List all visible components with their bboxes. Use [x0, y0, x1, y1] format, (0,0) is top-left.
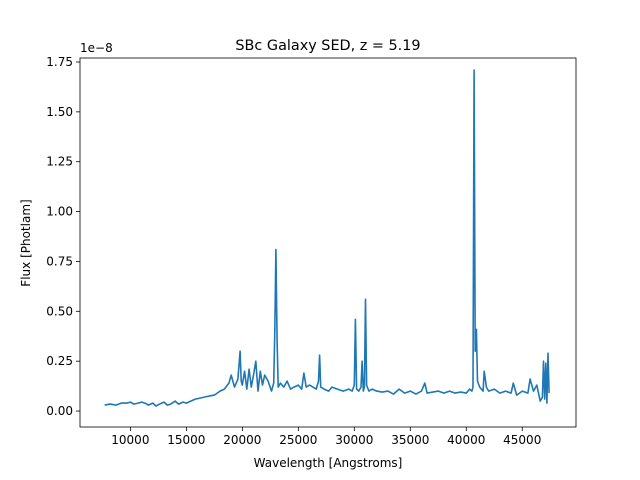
x-tick-label: 25000	[279, 433, 317, 447]
y-tick-label: 0.75	[46, 254, 73, 268]
x-tick-label: 10000	[111, 433, 149, 447]
y-tick-label: 1.75	[46, 55, 73, 69]
y-offset-label: 1e−8	[80, 41, 113, 55]
y-tick-label: 1.00	[46, 205, 73, 219]
x-tick-label: 35000	[391, 433, 429, 447]
x-tick-label: 30000	[335, 433, 373, 447]
x-tick-label: 45000	[503, 433, 541, 447]
y-tick-label: 1.50	[46, 105, 73, 119]
series-line	[104, 69, 550, 407]
y-tick-label: 1.25	[46, 155, 73, 169]
y-tick-label: 0.25	[46, 354, 73, 368]
plot-area: 10000 15000 20000 25000 30000 35000 40000 45000…	[46, 55, 577, 447]
x-tick-label: 20000	[223, 433, 261, 447]
x-tick-label: 40000	[447, 433, 485, 447]
y-tick-label: 0.50	[46, 304, 73, 318]
axes-frame	[79, 57, 577, 428]
y-tick-label: 0.00	[46, 404, 73, 418]
chart-title: SBc Galaxy SED, z = 5.19	[235, 38, 420, 54]
x-axis-label: Wavelength [Angstroms]	[254, 456, 403, 470]
x-tick-label: 15000	[167, 433, 205, 447]
y-axis-label: Flux [Photlam]	[19, 199, 33, 286]
